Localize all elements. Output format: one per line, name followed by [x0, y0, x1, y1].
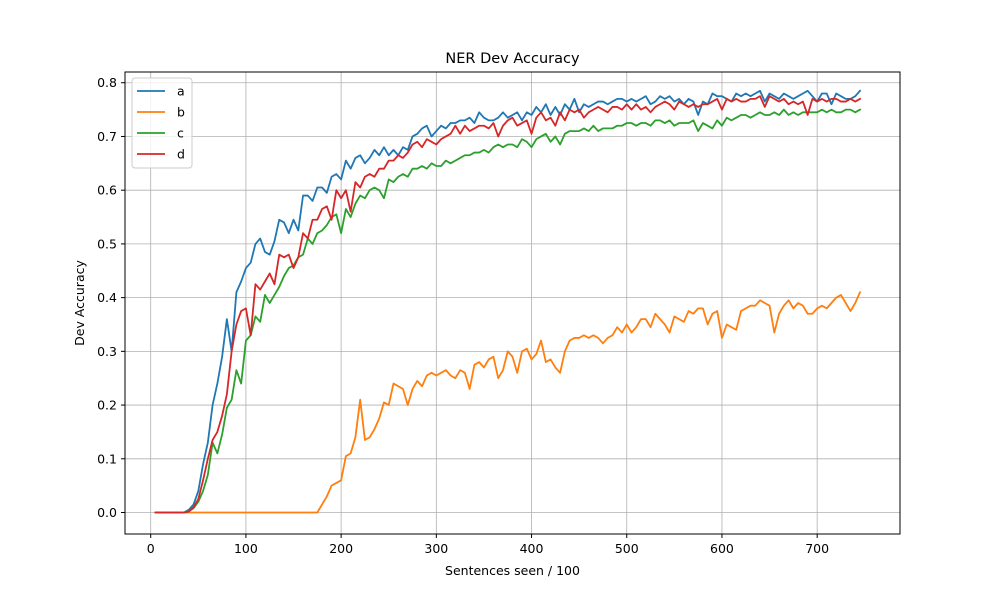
y-tick-label: 0.2 [97, 398, 117, 413]
x-tick-label: 500 [615, 541, 639, 556]
x-tick-label: 700 [805, 541, 829, 556]
legend-label-d: d [177, 147, 185, 162]
series-line-c [154, 108, 862, 514]
y-tick-label: 0.8 [97, 75, 117, 90]
y-tick-label: 0.5 [97, 236, 117, 251]
x-tick-label: 200 [329, 541, 353, 556]
legend-label-b: b [177, 105, 185, 120]
y-tick-label: 0.4 [97, 290, 117, 305]
legend-label-c: c [177, 126, 184, 141]
x-tick-label: 100 [234, 541, 258, 556]
chart-title: NER Dev Accuracy [445, 51, 580, 67]
legend-box [131, 77, 193, 169]
x-tick-label: 600 [710, 541, 734, 556]
x-tick-label: 400 [520, 541, 544, 556]
series-lines [154, 89, 862, 514]
series-line-a [154, 89, 862, 514]
plot-frame [124, 71, 901, 535]
legend-label-a: a [177, 84, 185, 99]
y-tick-label: 0.1 [97, 451, 117, 466]
series-line-b [154, 291, 862, 514]
y-tick-label: 0.6 [97, 183, 117, 198]
x-tick-label: 0 [147, 541, 155, 556]
x-tick-label: 300 [424, 541, 448, 556]
x-axis-label: Sentences seen / 100 [445, 563, 580, 578]
y-tick-label: 0.0 [97, 505, 117, 520]
x-axis-ticks: 0 100 200 300 400 500 600 700 [147, 534, 829, 556]
y-tick-label: 0.7 [97, 129, 117, 144]
series-line-d [154, 95, 862, 514]
y-axis-ticks: 0.0 0.1 0.2 0.3 0.4 0.5 0.6 0.7 0.8 [97, 75, 125, 520]
y-tick-label: 0.3 [97, 344, 117, 359]
y-axis-label: Dev Accuracy [72, 260, 87, 346]
